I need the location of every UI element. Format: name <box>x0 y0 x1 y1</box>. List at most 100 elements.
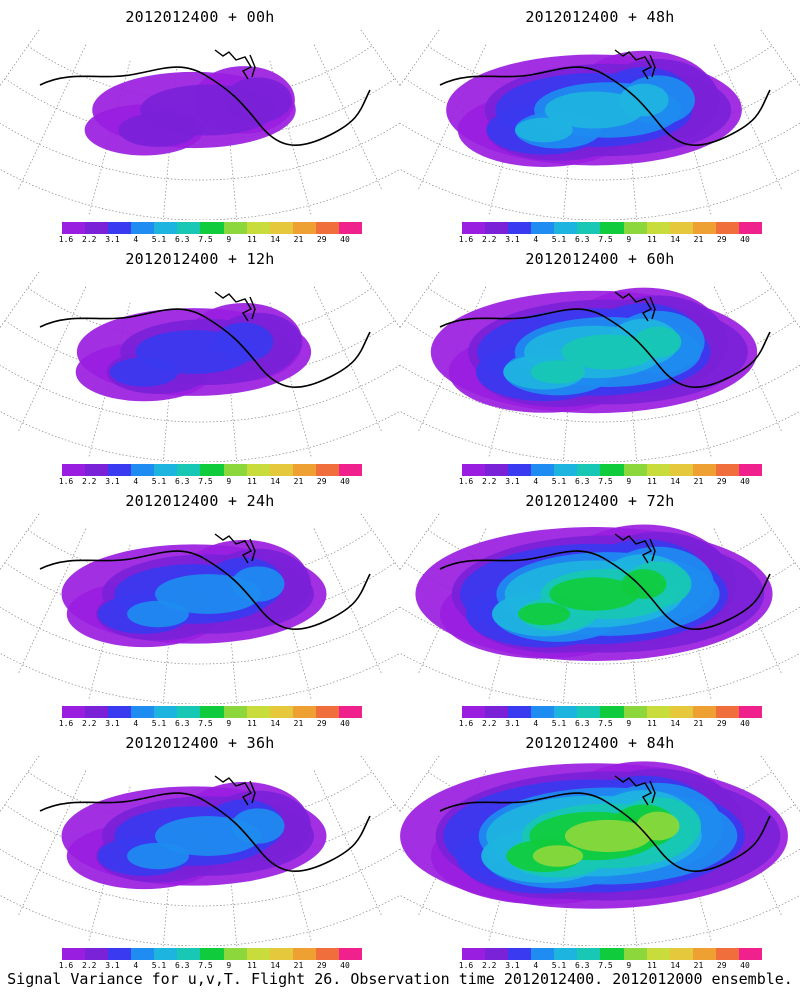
colorbar-label: 40 <box>340 477 350 486</box>
variance-map <box>400 514 800 704</box>
colorbar-label: 21 <box>693 235 704 244</box>
colorbar-label: 14 <box>670 477 681 486</box>
colorbar-label: 2.2 <box>82 477 97 486</box>
colorbar-label: 1.6 <box>58 719 74 728</box>
colorbar-segment <box>85 464 109 476</box>
colorbar-label: 2.2 <box>482 961 497 970</box>
colorbar-label: 21 <box>693 961 704 970</box>
colorbar-label: 5.1 <box>551 719 567 728</box>
colorbar-segment <box>200 706 224 718</box>
archipelago <box>214 49 256 80</box>
variance-field <box>446 50 742 167</box>
colorbar-segment <box>246 948 270 960</box>
colorbar-label: 3.1 <box>505 477 520 486</box>
colorbar-label: 29 <box>316 961 327 970</box>
colorbar-label: 14 <box>670 235 681 244</box>
panel-title: 2012012400 + 12h <box>125 250 275 268</box>
colorbar-segment <box>62 948 86 960</box>
colorbar-label: 6.3 <box>575 961 590 970</box>
colorbar-segment <box>623 464 647 476</box>
coastline <box>39 66 371 146</box>
colorbar-segment <box>531 948 555 960</box>
colorbar-segment <box>508 948 532 960</box>
colorbar-segment <box>246 706 270 718</box>
colorbar-label: 6.3 <box>175 477 190 486</box>
colorbar-label: 40 <box>340 719 350 728</box>
colorbar-labels: 1.6 2.2 3.1 4 5.1 6.3 7.5 9 11 14 21 29 40 <box>58 719 362 729</box>
variance-field <box>400 761 788 909</box>
colorbar-label: 4 <box>133 235 139 244</box>
colorbar-segment <box>554 706 578 718</box>
colorbar-label: 6.3 <box>575 477 590 486</box>
panel-title: 2012012400 + 24h <box>125 492 275 510</box>
colorbar-label: 5.1 <box>151 961 167 970</box>
colorbar-segment <box>246 464 270 476</box>
map-panel: 2012012400 + 84h 1.6 2.2 3.1 4 5.1 6.3 7.5 9 11 14… <box>400 726 800 970</box>
colorbar <box>62 948 363 960</box>
colorbar-segment <box>131 222 155 234</box>
variance-field <box>61 539 327 648</box>
colorbar-segment <box>692 464 716 476</box>
variance-map <box>400 272 800 462</box>
colorbar-segment <box>577 222 601 234</box>
colorbar-segment <box>646 464 670 476</box>
colorbar-label: 4 <box>133 961 139 970</box>
colorbar-labels: 1.6 2.2 3.1 4 5.1 6.3 7.5 9 11 14 21 29 40 <box>459 719 762 729</box>
colorbar-label: 29 <box>716 477 727 486</box>
colorbar-label: 7.5 <box>198 235 213 244</box>
colorbar-segment <box>485 464 509 476</box>
map-panel: 2012012400 + 72h 1.6 2.2 3.1 4 5.1 6.3 7.5 9 11 14… <box>400 484 800 728</box>
map-panel: 2012012400 + 24h 1.6 2.2 3.1 4 5.1 6.3 7.5 9 11 14… <box>0 484 400 728</box>
colorbar-segment <box>131 948 155 960</box>
colorbar-label: 5.1 <box>551 235 567 244</box>
colorbar-segment <box>462 464 486 476</box>
colorbar-label: 5.1 <box>151 235 167 244</box>
figure-caption: Signal Variance for u,v,T. Flight 26. Ob… <box>7 970 793 988</box>
colorbar-label: 11 <box>247 961 257 970</box>
colorbar-segment <box>462 706 486 718</box>
colorbar-segment <box>269 706 293 718</box>
variance-map <box>0 514 400 704</box>
colorbar-labels: 1.6 2.2 3.1 4 5.1 6.3 7.5 9 11 14 21 29 40 <box>59 961 362 971</box>
archipelago <box>614 291 656 322</box>
colorbar-label: 4 <box>533 719 539 728</box>
colorbar-segment <box>692 222 716 234</box>
archipelago <box>214 533 256 564</box>
colorbar-segment <box>292 464 316 476</box>
variance-map <box>400 30 800 220</box>
colorbar-segment <box>623 222 647 234</box>
colorbar-segment <box>200 222 224 234</box>
colorbar-segment <box>600 706 624 718</box>
colorbar-segment <box>315 222 339 234</box>
colorbar-segment <box>554 222 578 234</box>
colorbar-label: 11 <box>647 961 657 970</box>
colorbar-segment <box>338 222 363 234</box>
colorbar-segment <box>62 464 86 476</box>
colorbar-segment <box>338 948 363 960</box>
colorbar-labels: 1.6 2.2 3.1 4 5.1 6.3 7.5 9 11 14 21 29 40 <box>459 961 762 971</box>
colorbar-label: 7.5 <box>598 235 613 244</box>
colorbar-label: 4 <box>533 477 539 486</box>
archipelago <box>614 533 656 564</box>
panel-title: 2012012400 + 36h <box>125 734 275 752</box>
colorbar-label: 40 <box>340 961 350 970</box>
colorbar-segment <box>223 222 247 234</box>
coastline <box>439 792 771 872</box>
colorbar-label: 2.2 <box>82 719 97 728</box>
colorbar <box>462 948 763 960</box>
colorbar-segment <box>269 948 293 960</box>
colorbar-labels: 1.6 2.2 3.1 4 5.1 6.3 7.5 9 11 14 21 29 40 <box>459 477 762 487</box>
archipelago <box>214 775 256 806</box>
colorbar-label: 14 <box>270 719 281 728</box>
colorbar-label: 6.3 <box>575 719 590 728</box>
colorbar-label: 29 <box>716 961 727 970</box>
colorbar-segment <box>62 222 86 234</box>
colorbar-label: 3.1 <box>505 719 520 728</box>
colorbar-segment <box>738 706 763 718</box>
variance-field <box>430 287 758 414</box>
colorbar-segment <box>508 464 532 476</box>
variance-map <box>0 272 400 462</box>
colorbar-label: 11 <box>647 477 657 486</box>
colorbar-segment <box>669 222 693 234</box>
colorbar <box>462 464 763 476</box>
